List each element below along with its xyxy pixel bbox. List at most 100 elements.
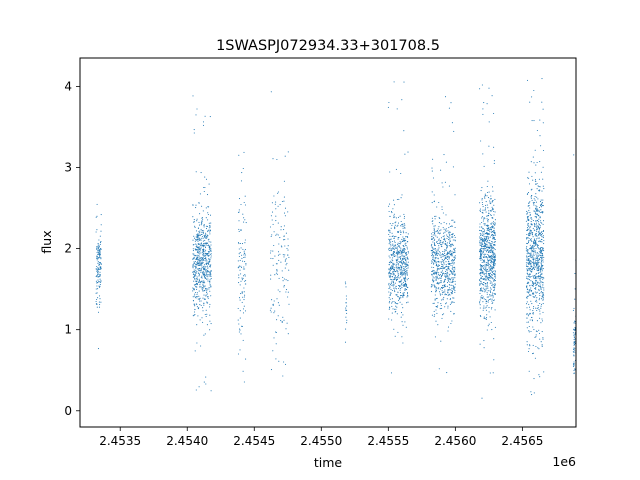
- data-point: [529, 229, 531, 231]
- data-point: [439, 294, 442, 296]
- data-point: [491, 222, 493, 224]
- data-point: [400, 242, 402, 244]
- data-point: [480, 287, 482, 289]
- y-tick-label: 3: [64, 160, 72, 174]
- data-point: [481, 277, 483, 280]
- data-point: [486, 185, 488, 188]
- data-point: [399, 276, 402, 278]
- data-point: [403, 257, 405, 259]
- data-point: [346, 312, 348, 314]
- data-point: [399, 253, 401, 255]
- data-point: [433, 315, 435, 317]
- data-point: [209, 275, 211, 277]
- data-point: [239, 269, 241, 271]
- data-point: [280, 245, 282, 247]
- data-point: [405, 261, 407, 263]
- data-point: [439, 252, 441, 254]
- data-point: [196, 262, 198, 264]
- data-point: [535, 247, 537, 250]
- data-point: [399, 261, 402, 263]
- data-point: [532, 281, 534, 283]
- data-point: [541, 190, 543, 192]
- data-point: [284, 155, 286, 157]
- data-point: [197, 259, 199, 261]
- data-point: [430, 233, 433, 235]
- data-point: [487, 270, 489, 272]
- data-point: [445, 265, 447, 267]
- data-point: [490, 249, 492, 251]
- data-point: [479, 258, 481, 260]
- data-point: [281, 321, 283, 323]
- data-point: [201, 317, 203, 319]
- data-point: [403, 247, 406, 249]
- data-point: [493, 359, 495, 361]
- data-point: [438, 217, 440, 219]
- data-point: [433, 194, 435, 196]
- data-point: [454, 257, 456, 259]
- data-point: [201, 262, 203, 264]
- data-point: [494, 249, 496, 251]
- data-point: [198, 239, 200, 242]
- data-point: [394, 282, 396, 284]
- data-point: [96, 256, 98, 258]
- data-point: [539, 248, 541, 250]
- data-point: [400, 233, 402, 236]
- data-point: [533, 245, 535, 247]
- data-point: [488, 200, 491, 202]
- data-point: [483, 243, 486, 245]
- data-point: [399, 256, 401, 258]
- data-point: [208, 288, 210, 290]
- data-point: [97, 297, 99, 299]
- data-point: [441, 275, 443, 277]
- data-point: [538, 241, 540, 243]
- data-point: [287, 291, 289, 293]
- data-point: [493, 227, 495, 229]
- data-point: [239, 259, 241, 261]
- data-point: [448, 257, 450, 259]
- data-point: [528, 330, 530, 332]
- data-point: [275, 331, 277, 334]
- data-point: [490, 281, 492, 283]
- data-point: [538, 288, 540, 290]
- data-point: [400, 285, 402, 287]
- data-point: [404, 227, 406, 229]
- data-point: [540, 259, 542, 261]
- data-point: [482, 256, 484, 258]
- data-point: [452, 236, 454, 238]
- data-point: [484, 208, 486, 210]
- data-point: [454, 249, 456, 251]
- data-point: [397, 299, 400, 302]
- data-point: [492, 208, 494, 210]
- data-point: [209, 265, 211, 267]
- data-point: [492, 221, 495, 223]
- data-point: [482, 232, 484, 234]
- data-point: [535, 240, 537, 242]
- data-point: [209, 245, 211, 247]
- data-point: [437, 242, 439, 245]
- data-point: [287, 151, 289, 153]
- data-point: [400, 312, 403, 314]
- data-point: [393, 240, 395, 242]
- data-point: [479, 264, 481, 266]
- data-point: [484, 285, 486, 287]
- data-point: [487, 221, 489, 223]
- data-point: [446, 372, 448, 374]
- data-point: [95, 268, 97, 270]
- data-point: [452, 273, 454, 276]
- data-point: [535, 259, 537, 261]
- data-point: [202, 289, 204, 291]
- data-point: [192, 300, 195, 302]
- data-point: [202, 284, 204, 286]
- data-point: [530, 249, 532, 251]
- data-point: [195, 283, 197, 285]
- data-point: [489, 275, 491, 277]
- data-point: [443, 296, 445, 298]
- data-point: [494, 241, 496, 243]
- data-point: [538, 308, 540, 311]
- data-point: [399, 215, 401, 217]
- data-point: [534, 180, 536, 182]
- data-point: [489, 247, 491, 249]
- data-point: [283, 196, 285, 198]
- data-point: [396, 247, 398, 249]
- data-point: [397, 303, 399, 305]
